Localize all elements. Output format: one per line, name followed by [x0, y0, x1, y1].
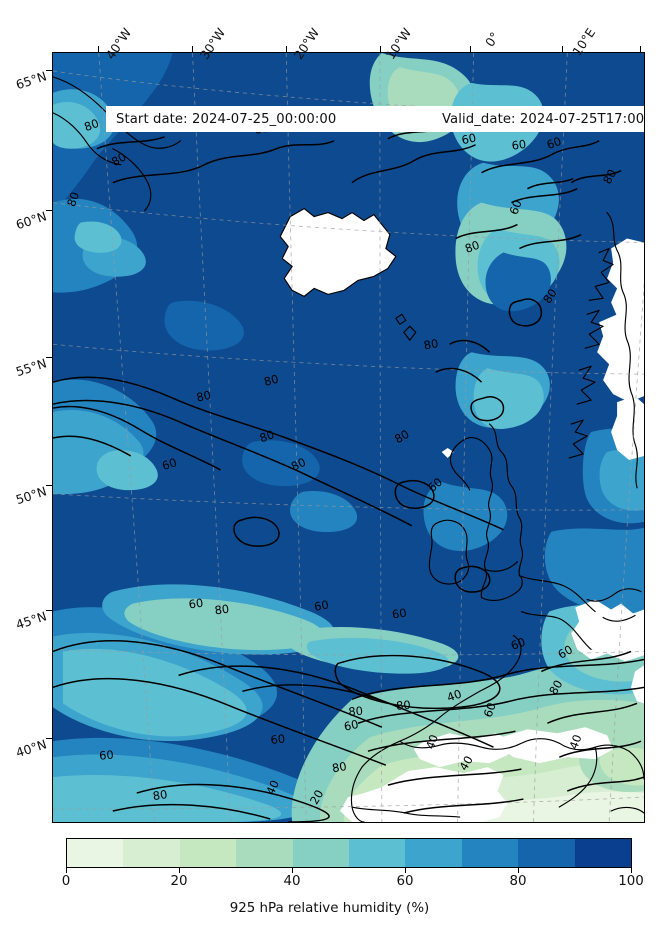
- colorbar: [66, 838, 632, 868]
- lon-tick-10W: [380, 46, 382, 52]
- colorbar-band-8: [518, 839, 575, 867]
- contour-label-80-13: 80: [195, 388, 212, 405]
- cbar-ticklabel-20: 20: [170, 874, 188, 889]
- colorbar-band-0: [67, 839, 124, 867]
- contour-label-40-36: 40: [456, 753, 475, 773]
- contour-label-80-8: 80: [64, 190, 82, 208]
- contour-label-80-42: 80: [463, 238, 481, 256]
- colorbar-band-6: [405, 839, 462, 867]
- contour-label-80-40: 80: [546, 678, 565, 698]
- lat-tick-60N: [46, 210, 52, 212]
- colorbar-band-4: [292, 839, 350, 867]
- contour-label-60-34: 60: [343, 717, 360, 734]
- lon-tick-0: [470, 46, 472, 52]
- contour-label-80-41: 80: [109, 150, 129, 169]
- humidity-contour-lines: [53, 126, 644, 822]
- lat-tick-label-40N: 40°N: [13, 736, 49, 761]
- contour-label-60-25: 60: [555, 642, 575, 661]
- contour-label-80-17: 80: [289, 455, 308, 474]
- contour-label-80-18: 80: [392, 427, 412, 446]
- coastlines: [53, 76, 644, 822]
- contour-label-60-4: 60: [511, 137, 527, 153]
- contour-label-40-30: 40: [263, 778, 282, 797]
- contour-label-60-38: 60: [481, 701, 499, 719]
- contour-label-60-23: 60: [391, 606, 407, 622]
- humidity-contour-map: 8080406060606080808060608080808060808060…: [53, 53, 644, 822]
- contour-label-60-20: 60: [188, 596, 204, 612]
- annotation-bar: Start date: 2024-07-25_00:00:00 Valid_da…: [106, 106, 645, 132]
- lat-tick-label-50N: 50°N: [13, 483, 49, 508]
- cbar-ticklabel-0: 0: [61, 874, 71, 889]
- colorbar-band-5: [349, 839, 406, 867]
- lon-tick-10E: [562, 46, 564, 52]
- colorbar-title: 925 hPa relative humidity (%): [229, 901, 430, 916]
- lon-tick-20W: [286, 46, 288, 52]
- lat-tick-label-55N: 55°N: [13, 355, 49, 380]
- masked-land-regions: [280, 208, 644, 822]
- colorbar-band-1: [123, 839, 180, 867]
- contour-label-20-31: 20: [307, 787, 326, 807]
- colorbar-band-7: [461, 839, 519, 867]
- contour-label-80-27: 80: [152, 787, 168, 803]
- contour-label-60-16: 60: [160, 455, 178, 473]
- contour-label-80-29: 80: [331, 759, 348, 775]
- cbar-ticklabel-80: 80: [509, 874, 527, 889]
- cbar-tick-0: [66, 868, 68, 873]
- lat-tick-45N: [46, 610, 52, 612]
- contour-label-80-7: 80: [600, 167, 619, 187]
- contour-label-40-37: 40: [445, 686, 463, 704]
- lon-tick-20E: [640, 46, 642, 52]
- contour-label-80-0: 80: [82, 116, 100, 134]
- lat-tick-label-60N: 60°N: [13, 208, 49, 233]
- lon-tick-30W: [192, 46, 194, 52]
- colorbar-band-3: [236, 839, 293, 867]
- cbar-ticklabel-60: 60: [396, 874, 414, 889]
- lat-tick-40N: [46, 738, 52, 740]
- contour-label-60-5: 60: [507, 198, 525, 216]
- valid-date-label: Valid_date: 2024-07-25T17:00:00.00: [441, 111, 645, 127]
- cbar-tick-100: [631, 868, 633, 873]
- contour-label-40-39: 40: [566, 733, 584, 751]
- contour-label-80-32: 80: [396, 698, 412, 713]
- colorbar-band-2: [179, 839, 237, 867]
- colorbar-band-9: [574, 839, 632, 867]
- contour-label-60-28: 60: [270, 731, 286, 746]
- start-date-label: Start date: 2024-07-25_00:00:00: [116, 111, 337, 127]
- contour-label-60-22: 60: [313, 597, 330, 613]
- lat-tick-label-45N: 45°N: [13, 608, 49, 633]
- cbar-tick-80: [518, 868, 520, 873]
- contour-label-60-24: 60: [509, 635, 527, 653]
- lat-tick-65N: [46, 70, 52, 72]
- contour-label-80-12: 80: [423, 336, 440, 352]
- lat-tick-55N: [46, 357, 52, 359]
- cbar-ticklabel-100: 100: [618, 874, 644, 889]
- cbar-ticklabel-40: 40: [283, 874, 301, 889]
- contour-label-60-3: 60: [460, 130, 477, 147]
- contour-label-60-26: 60: [99, 748, 115, 763]
- contour-label-40-35: 40: [423, 733, 441, 751]
- lon-tick-40W: [98, 46, 100, 52]
- lat-tick-50N: [46, 485, 52, 487]
- cbar-tick-40: [292, 868, 294, 873]
- map-plot-area: 8080406060606080808060608080808060808060…: [52, 52, 645, 823]
- contour-label-80-33: 80: [348, 704, 364, 719]
- contour-label-80-14: 80: [262, 372, 280, 389]
- cbar-tick-60: [405, 868, 407, 873]
- contour-label-80-43: 80: [540, 286, 560, 306]
- contour-label-60-6: 60: [545, 134, 563, 152]
- contour-label-80-21: 80: [214, 602, 230, 618]
- cbar-tick-20: [179, 868, 181, 873]
- lat-tick-label-65N: 65°N: [13, 68, 49, 93]
- contour-label-80-15: 80: [258, 427, 276, 445]
